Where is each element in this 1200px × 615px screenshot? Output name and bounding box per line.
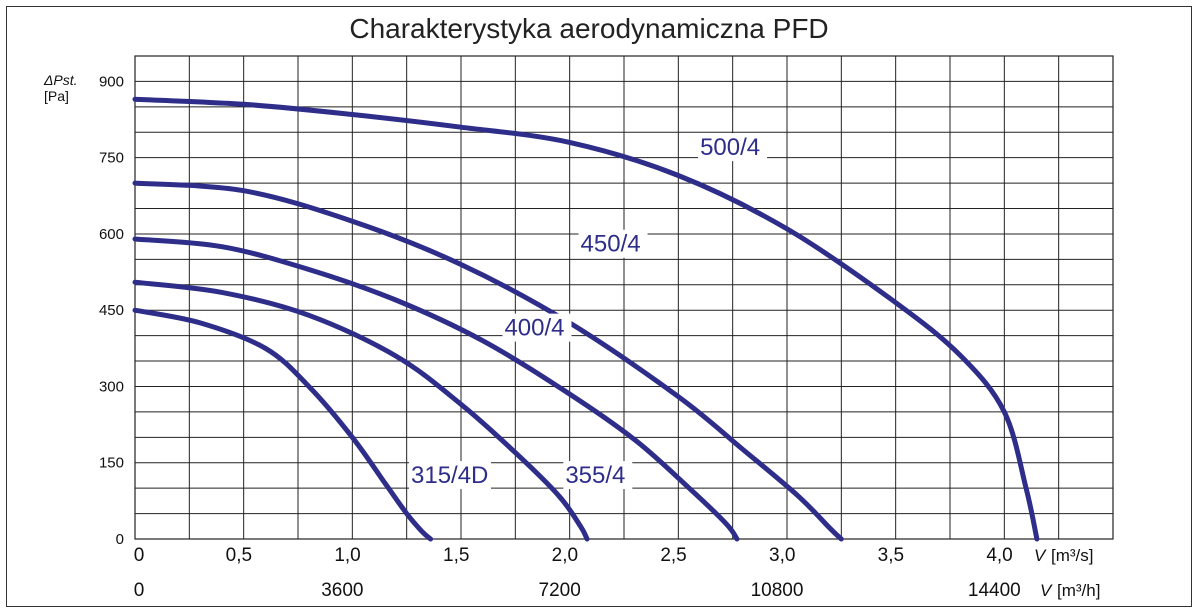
series-label-bg (578, 229, 648, 258)
x2-tick-label: 3600 (321, 580, 363, 601)
y-tick-label: 150 (99, 455, 124, 472)
series-label-bg (409, 461, 492, 490)
series-label-bg (563, 461, 633, 490)
x2-tick-label: 0 (134, 580, 145, 601)
x-tick-label: 0,5 (226, 545, 252, 566)
series-line-450-4 (132, 180, 844, 542)
x2-axis-unit: [m³/h] (1057, 581, 1100, 600)
series-labels: 315/4D 355/4 400/4 450/4 500/4 (409, 133, 768, 490)
x-axis-ticks: 0 0,5 1,0 1,5 2,0 2,5 3,0 3,5 4,0 (134, 545, 1013, 566)
x-tick-label: 0 (134, 545, 145, 566)
series-label: 315/4D (411, 462, 488, 489)
x-tick-label: 4,0 (986, 545, 1012, 566)
series-line-500-4 (132, 96, 1040, 542)
x2-axis-symbol: V (1040, 581, 1053, 600)
y-tick-label: 600 (99, 226, 124, 243)
x-tick-label: 2,0 (552, 545, 578, 566)
series-label-bg (502, 313, 572, 342)
y-tick-label: 900 (99, 73, 124, 90)
y-axis-symbol: ΔPst. (43, 72, 78, 88)
y-axis-ticks: 0 150 300 450 600 750 900 (99, 73, 124, 548)
x2-tick-label: 10800 (751, 580, 804, 601)
chart-title: Charakterystyka aerodynamiczna PFD (349, 13, 828, 44)
x2-tick-label: 7200 (539, 580, 581, 601)
x-tick-label: 1,0 (334, 545, 360, 566)
series-label: 450/4 (581, 231, 641, 258)
y-axis-label: ΔPst. [Pa] (43, 72, 78, 104)
y-axis-unit: [Pa] (44, 88, 69, 104)
y-tick-label: 750 (99, 150, 124, 167)
y-tick-label: 450 (99, 302, 124, 319)
x-tick-label: 2,5 (660, 545, 686, 566)
y-tick-label: 0 (116, 531, 124, 548)
x-tick-label: 1,5 (443, 545, 469, 566)
series-label: 400/4 (504, 315, 564, 342)
chart-frame (6, 6, 1192, 607)
grid (134, 55, 1114, 540)
x-axis-label: V [m³/s] (1034, 546, 1094, 565)
series-label-bg (698, 133, 768, 162)
x2-axis-ticks: 0 3600 7200 10800 14400 (134, 580, 1021, 601)
x-axis-symbol: V (1034, 546, 1047, 565)
x2-tick-label: 14400 (968, 580, 1021, 601)
series-line-400-4 (132, 236, 740, 542)
x-tick-label: 3,0 (769, 545, 795, 566)
x-tick-label: 3,5 (878, 545, 904, 566)
series-label: 355/4 (565, 462, 625, 489)
x2-axis-label: V [m³/h] (1040, 581, 1100, 600)
x-axis-unit: [m³/s] (1051, 546, 1094, 565)
series-label: 500/4 (700, 134, 760, 161)
series (132, 96, 1040, 542)
series-line-355-4 (132, 279, 590, 542)
y-tick-label: 300 (99, 378, 124, 395)
series-line-315-4d (132, 307, 434, 542)
